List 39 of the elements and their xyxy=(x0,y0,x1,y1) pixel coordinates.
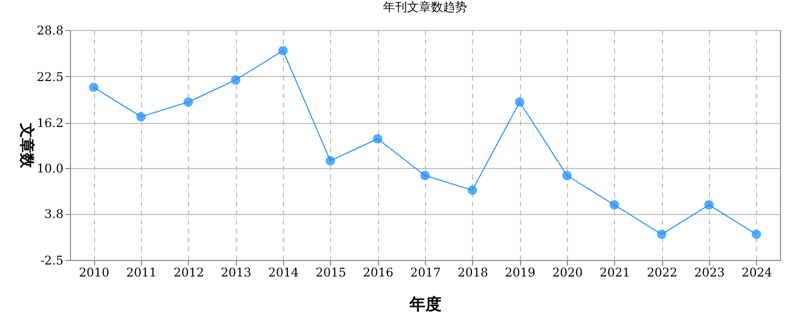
y-tick-label: 3.8 xyxy=(44,207,64,222)
y-tick-label: 16.2 xyxy=(36,116,64,130)
x-tick-label: 2012 xyxy=(174,266,204,280)
point xyxy=(278,46,288,56)
x-tick-label: 2014 xyxy=(268,266,300,280)
point xyxy=(514,97,524,107)
point xyxy=(88,82,98,92)
y-tick-label: 10.0 xyxy=(36,162,64,176)
x-tick-label: 2010 xyxy=(78,266,110,280)
x-tick-label: 2024 xyxy=(742,266,772,280)
point xyxy=(372,134,382,144)
chart-title: 年刊文章数趋势 xyxy=(383,0,467,14)
x-axis-title: 年度 xyxy=(408,294,442,314)
y-tick-label: 28.8 xyxy=(36,24,64,38)
point xyxy=(610,200,620,210)
x-tick-label: 2017 xyxy=(410,266,441,280)
point xyxy=(230,75,240,85)
point xyxy=(326,156,336,166)
point xyxy=(136,112,146,122)
x-tick-label: 2016 xyxy=(362,266,394,280)
x-tick-label: 2022 xyxy=(646,266,678,280)
point xyxy=(562,170,572,180)
point xyxy=(704,200,714,210)
x-tick-label: 2015 xyxy=(316,266,346,280)
x-tick-label: 2021 xyxy=(600,266,630,280)
x-tick-label: 2019 xyxy=(504,266,536,280)
point xyxy=(468,185,478,195)
point xyxy=(420,170,430,180)
x-tick-label: 2013 xyxy=(220,266,252,280)
point xyxy=(752,230,762,240)
x-tick-label: 2018 xyxy=(458,266,488,280)
y-axis-title: 文章数 xyxy=(18,122,36,169)
x-tick-label: 2023 xyxy=(694,266,725,280)
x-tick-label: 2011 xyxy=(126,266,157,280)
x-tick-label: 2020 xyxy=(552,266,583,280)
point xyxy=(184,97,194,107)
y-tick-label: -2.5 xyxy=(40,254,64,268)
point xyxy=(656,230,666,240)
y-tick-label: 22.5 xyxy=(36,70,64,84)
